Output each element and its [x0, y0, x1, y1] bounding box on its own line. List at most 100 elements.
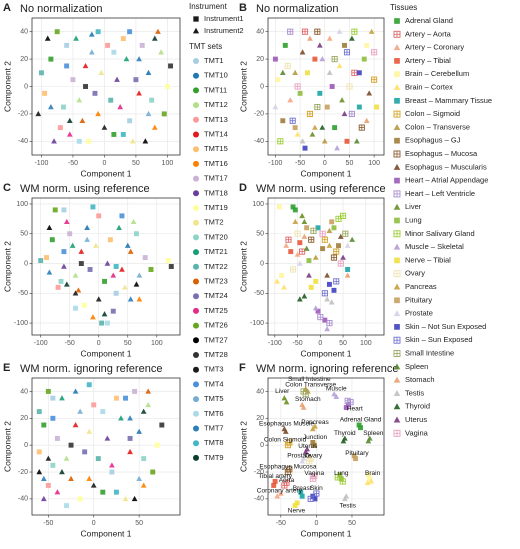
legend-label: TMT11: [204, 85, 227, 94]
point: [271, 482, 277, 488]
point: [142, 138, 149, 144]
point: [109, 462, 115, 468]
point: [61, 263, 67, 269]
legend-key: [192, 27, 200, 34]
point: [319, 56, 326, 62]
point: [344, 138, 350, 144]
cluster-label: Liver: [275, 388, 290, 395]
point: [104, 260, 111, 266]
point: [35, 110, 42, 117]
legend-key: [393, 270, 401, 278]
point: [344, 272, 351, 278]
cluster-label: Esophagus Mucosa: [259, 463, 316, 470]
point: [118, 415, 124, 421]
legend-label: Skin – Not Sun Exposed: [405, 322, 486, 331]
legend-label: Adrenal Gland: [405, 16, 453, 25]
legend-label: Lung: [405, 215, 422, 224]
point: [279, 69, 286, 76]
point: [316, 42, 323, 48]
legend-key: [393, 30, 401, 38]
panel-title: No normalization: [256, 3, 339, 15]
point: [286, 466, 293, 473]
point: [140, 408, 147, 414]
x-tick-label: -100: [268, 340, 282, 347]
plot-border: [267, 17, 385, 156]
point: [145, 388, 152, 394]
cluster-label: Testis: [339, 502, 356, 509]
point: [61, 207, 67, 213]
point: [363, 117, 370, 123]
point: [326, 320, 333, 327]
point: [301, 218, 308, 225]
point: [136, 272, 143, 278]
cluster-label: Pancreas: [301, 419, 329, 426]
point: [299, 248, 306, 255]
point: [339, 97, 345, 103]
point: [42, 90, 48, 96]
point: [158, 49, 164, 55]
legend-key: [394, 18, 400, 24]
point: [136, 475, 143, 481]
point: [361, 56, 367, 62]
point: [367, 476, 373, 482]
point: [91, 402, 97, 408]
point: [296, 296, 303, 302]
x-tick-label: 100: [360, 340, 372, 347]
point: [79, 117, 86, 123]
legend-label: TMT3: [204, 365, 224, 374]
point: [339, 478, 346, 485]
point: [136, 428, 143, 434]
x-tick-label: -50: [295, 160, 305, 167]
point: [353, 138, 360, 144]
legend-key: [193, 102, 199, 109]
point: [337, 233, 344, 239]
x-tick-label: 0: [318, 340, 322, 347]
legend-label: Breast – Mammary Tissue: [405, 96, 492, 105]
point: [301, 233, 308, 239]
point: [55, 284, 61, 290]
point: [113, 489, 119, 495]
point: [320, 246, 326, 252]
point: [319, 124, 326, 130]
x-axis-label: Component 1: [80, 348, 131, 358]
point: [331, 56, 338, 63]
point: [78, 248, 85, 254]
x-tick-label: 100: [368, 160, 380, 167]
point: [287, 28, 294, 35]
point: [307, 455, 314, 462]
point: [119, 213, 125, 219]
point: [100, 409, 106, 415]
panel-title: No normalization: [20, 3, 103, 15]
point: [336, 28, 343, 34]
point: [88, 31, 95, 37]
point: [90, 204, 96, 210]
point: [67, 231, 73, 237]
point: [329, 219, 335, 225]
point: [122, 284, 128, 290]
point: [132, 388, 138, 394]
legend-key: [193, 205, 199, 211]
x-tick-label: 0: [314, 520, 318, 527]
point: [104, 320, 110, 326]
y-tick-label: 0: [24, 83, 28, 90]
cluster-label: Ovary: [305, 453, 323, 460]
legend-key: [193, 352, 199, 358]
point: [133, 281, 140, 287]
cluster-label: Adrenal Gland: [340, 416, 382, 423]
point: [294, 500, 300, 506]
point: [38, 70, 44, 76]
point: [331, 225, 337, 231]
legend-label: Artery – Coronary: [405, 43, 464, 52]
y-tick-label: 0: [260, 442, 264, 449]
point: [309, 426, 316, 432]
point: [283, 399, 290, 405]
legend-label: Stomach: [405, 375, 435, 384]
legend-label: Thyroid: [405, 402, 430, 411]
legend-label: Heart – Atrial Appendage: [405, 176, 488, 185]
point: [54, 489, 61, 495]
point: [358, 425, 363, 431]
point: [123, 56, 130, 62]
point: [272, 56, 278, 62]
legend-key: [393, 230, 401, 238]
legend-label: TMT23: [204, 276, 228, 285]
